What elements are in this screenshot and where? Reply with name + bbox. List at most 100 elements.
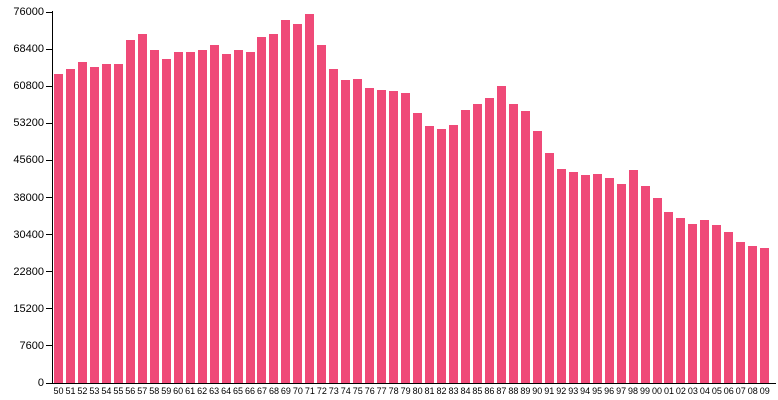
bar-00 (652, 198, 662, 383)
x-axis-label: 96 (604, 386, 615, 396)
y-axis-line (52, 11, 53, 384)
x-axis-label: 59 (161, 386, 172, 396)
bar-58 (149, 49, 159, 383)
y-axis-tick (46, 271, 52, 273)
y-axis-tick-label: 0 (37, 377, 44, 389)
bar-69 (281, 19, 291, 383)
x-axis-label: 00 (651, 386, 662, 396)
x-axis-label: 69 (280, 386, 291, 396)
x-axis-label: 03 (687, 386, 698, 396)
bar-67 (257, 37, 267, 383)
bar-98 (628, 169, 638, 383)
bar-52 (77, 61, 87, 383)
x-axis-label: 91 (544, 386, 555, 396)
bar-90 (532, 131, 542, 383)
x-axis-label: 73 (328, 386, 339, 396)
x-axis-label: 51 (65, 386, 76, 396)
x-axis-label: 97 (616, 386, 627, 396)
x-axis-label: 74 (340, 386, 351, 396)
y-axis-tick-label: 30400 (13, 228, 44, 241)
x-axis-line (52, 383, 776, 384)
bar-79 (401, 93, 411, 383)
bar-01 (664, 212, 674, 383)
x-axis-label: 99 (640, 386, 651, 396)
x-axis-label: 84 (460, 386, 471, 396)
bar-77 (377, 90, 387, 383)
x-axis-label: 81 (424, 386, 435, 396)
x-axis-label: 04 (699, 386, 710, 396)
bar-55 (113, 64, 123, 383)
x-axis-label: 55 (113, 386, 124, 396)
x-axis-label: 86 (484, 386, 495, 396)
x-axis-label: 05 (711, 386, 722, 396)
bar-74 (341, 80, 351, 383)
x-axis-label: 98 (628, 386, 639, 396)
bar-57 (137, 33, 147, 383)
y-axis-tick-label: 45600 (13, 154, 44, 167)
bar-60 (173, 52, 183, 383)
bar-61 (185, 52, 195, 383)
bar-96 (604, 178, 614, 383)
bar-65 (233, 49, 243, 383)
y-axis-tick (46, 159, 52, 161)
x-axis-label: 66 (245, 386, 256, 396)
bar-07 (736, 242, 746, 383)
x-axis-label: 72 (316, 386, 327, 396)
x-axis-label: 76 (364, 386, 375, 396)
x-axis-label: 94 (580, 386, 591, 396)
y-axis-tick (46, 382, 52, 384)
y-axis-tick (46, 122, 52, 124)
x-axis-label: 90 (532, 386, 543, 396)
bar-86 (484, 98, 494, 383)
x-axis-label: 64 (221, 386, 232, 396)
bar-08 (748, 245, 758, 383)
x-axis-label: 01 (663, 386, 674, 396)
bar-51 (65, 69, 75, 383)
bar-80 (413, 112, 423, 383)
bar-04 (700, 220, 710, 383)
bar-64 (221, 54, 231, 383)
bar-75 (353, 79, 363, 383)
y-axis-tick (46, 85, 52, 87)
bar-53 (89, 67, 99, 383)
bar-54 (101, 64, 111, 383)
bar-06 (724, 231, 734, 383)
x-axis-label: 53 (89, 386, 100, 396)
x-axis-label: 57 (137, 386, 148, 396)
x-axis-label: 50 (53, 386, 64, 396)
bar-76 (365, 87, 375, 383)
x-axis-label: 79 (400, 386, 411, 396)
x-axis-label: 63 (209, 386, 220, 396)
bar-68 (269, 33, 279, 383)
bar-94 (580, 174, 590, 383)
x-axis-label: 89 (520, 386, 531, 396)
y-axis-tick-label: 7600 (19, 339, 44, 352)
bar-89 (520, 111, 530, 383)
bar-83 (449, 125, 458, 383)
bar-62 (197, 49, 207, 383)
bar-93 (568, 172, 578, 383)
x-axis-label: 82 (436, 386, 447, 396)
x-axis-label: 88 (508, 386, 519, 396)
x-axis-label: 62 (197, 386, 208, 396)
bar-56 (125, 40, 135, 383)
x-axis-label: 02 (675, 386, 686, 396)
bar-92 (556, 168, 566, 383)
y-axis-tick-label: 22800 (13, 265, 44, 278)
x-axis-label: 68 (268, 386, 279, 396)
bar-82 (437, 129, 447, 383)
x-axis-label: 67 (256, 386, 267, 396)
y-axis-tick (46, 308, 52, 310)
bar-85 (472, 104, 482, 383)
x-axis-label: 56 (125, 386, 136, 396)
x-axis-label: 09 (759, 386, 770, 396)
bar-50 (54, 74, 63, 383)
bar-84 (460, 109, 470, 383)
bar-97 (616, 184, 626, 383)
bar-91 (544, 153, 554, 383)
x-axis-label: 75 (352, 386, 363, 396)
y-axis-tick-label: 76000 (13, 6, 44, 18)
y-axis-tick-label: 53200 (13, 117, 44, 130)
x-axis-label: 60 (173, 386, 184, 396)
